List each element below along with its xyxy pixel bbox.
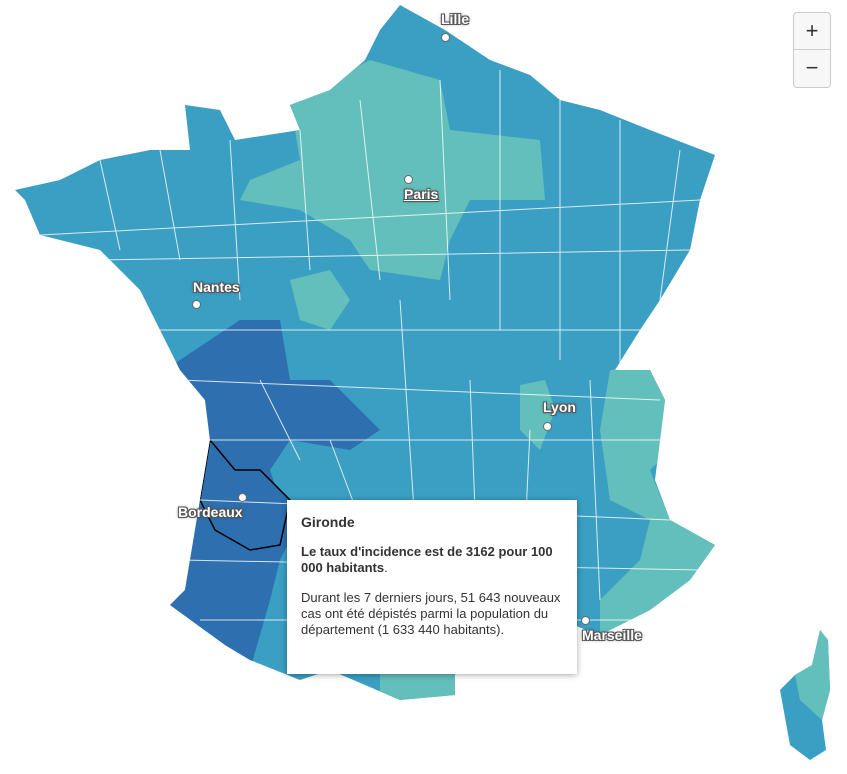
city-label: Lyon	[543, 399, 576, 415]
city-dot	[543, 422, 552, 431]
city-dot	[441, 33, 450, 42]
tooltip-detail: Durant les 7 derniers jours, 51 643 nouv…	[301, 590, 561, 637]
zoom-control: + −	[793, 12, 831, 88]
city-dot	[404, 175, 413, 184]
city-label: Nantes	[193, 279, 240, 295]
department-fill	[240, 60, 545, 280]
city-label: Bordeaux	[178, 504, 243, 520]
city-label: Lille	[441, 11, 470, 27]
city-dot	[192, 300, 201, 309]
tooltip-punct: .	[384, 560, 388, 575]
zoom-in[interactable]: +	[805, 18, 819, 43]
city-label[interactable]: Paris	[404, 186, 439, 202]
department-fill	[600, 365, 715, 640]
tooltip-rate: Le taux d'incidence est de 3162 pour 100…	[301, 544, 553, 575]
tooltip-title: Gironde	[301, 514, 355, 530]
city-label: Marseille	[582, 627, 642, 643]
tooltip-summary: Le taux d'incidence est de 3162 pour 100…	[301, 544, 563, 576]
city-dot	[238, 493, 247, 502]
city-dot	[581, 616, 590, 625]
zoom-out[interactable]: −	[794, 49, 830, 86]
department-fill	[290, 270, 350, 330]
department-fill	[520, 380, 555, 450]
tooltip: Gironde Le taux d'incidence est de 3162 …	[287, 500, 577, 674]
corsica-north	[795, 630, 830, 720]
